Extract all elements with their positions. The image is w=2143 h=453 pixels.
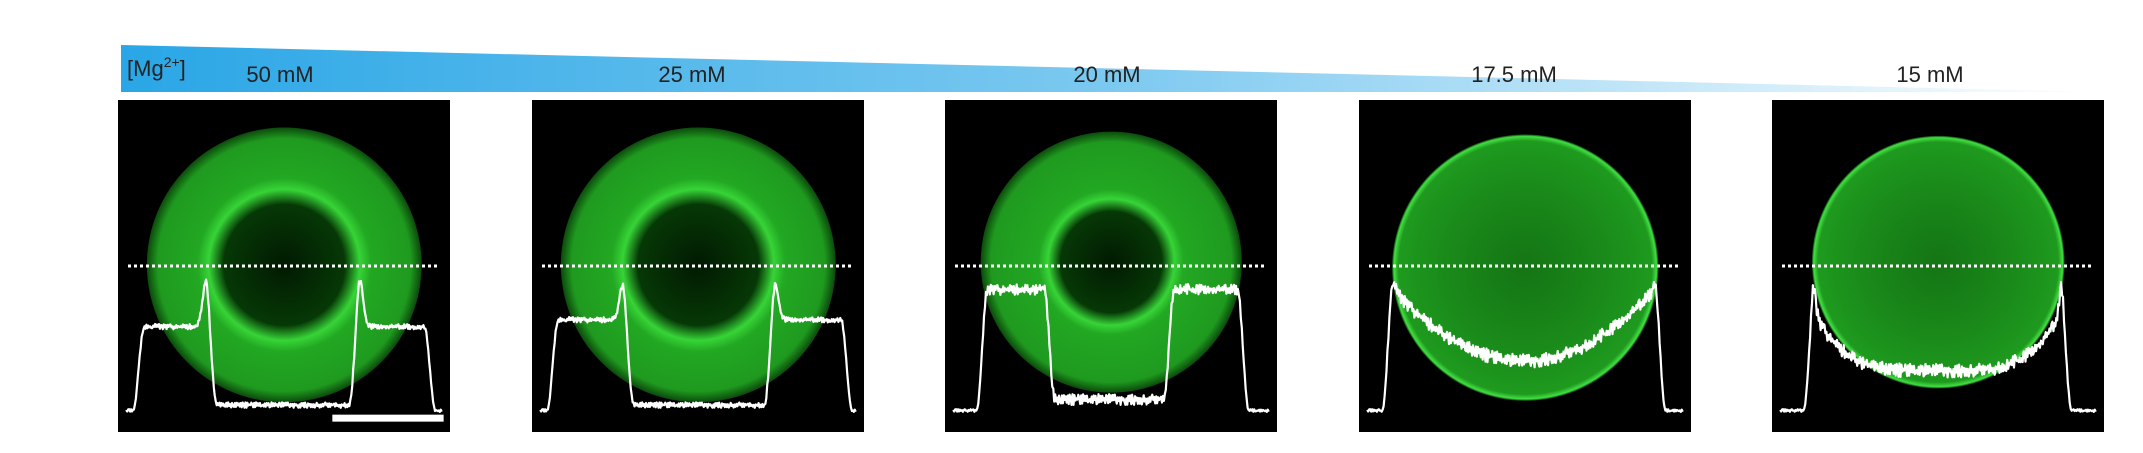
- panel: [118, 100, 450, 432]
- droplet: [980, 131, 1242, 393]
- mg-label-sup: 2+: [164, 54, 180, 70]
- intensity-profile: [1366, 281, 1684, 413]
- intensity-profile: [539, 282, 857, 413]
- mg-label: [Mg2+]: [127, 54, 186, 81]
- mg-label-main: [Mg: [127, 56, 164, 81]
- concentration-label: 50 mM: [246, 62, 313, 87]
- intensity-profile: [952, 283, 1270, 413]
- concentration-wedge: [121, 45, 2102, 92]
- concentration-label: 25 mM: [658, 62, 725, 87]
- concentration-label: 17.5 mM: [1471, 62, 1557, 87]
- panel: [1359, 100, 1691, 432]
- droplet: [1391, 134, 1659, 401]
- panel: [532, 100, 864, 432]
- concentration-label: 20 mM: [1073, 62, 1140, 87]
- concentration-label: 15 mM: [1896, 62, 1963, 87]
- intensity-profile: [125, 278, 443, 413]
- panel: [945, 100, 1277, 432]
- mg-label-end: ]: [180, 56, 186, 81]
- intensity-profile: [1779, 281, 2097, 413]
- droplet: [1811, 135, 2065, 389]
- scale-bar: [332, 414, 444, 422]
- panel: [1772, 100, 2104, 432]
